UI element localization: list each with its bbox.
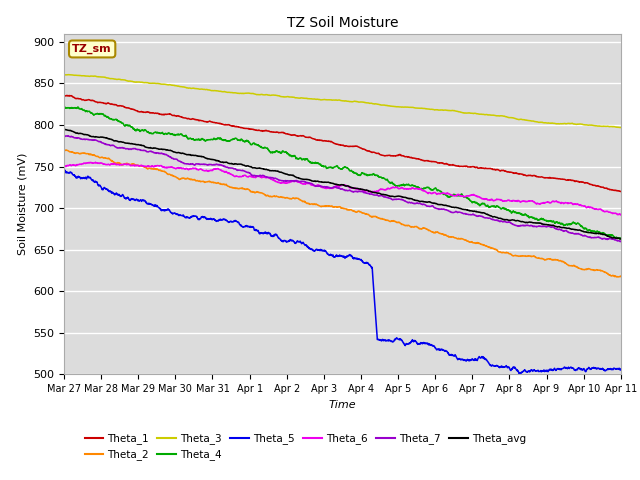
Theta_avg xyxy=(617,236,625,242)
Legend: Theta_1, Theta_2, Theta_3, Theta_4, Theta_5, Theta_6, Theta_7, Theta_avg: Theta_1, Theta_2, Theta_3, Theta_4, Thet… xyxy=(81,429,530,465)
Theta_1 xyxy=(60,93,68,99)
Theta_4 xyxy=(568,221,575,227)
Theta_avg xyxy=(583,229,591,235)
Theta_2 xyxy=(358,210,366,216)
Theta_7 xyxy=(371,192,379,198)
Theta_3 xyxy=(568,120,575,126)
Theta_4 xyxy=(617,235,625,241)
Theta_7 xyxy=(584,234,591,240)
Theta_1 xyxy=(617,189,625,194)
Theta_6 xyxy=(359,187,367,192)
Theta_6 xyxy=(60,163,68,168)
Theta_4 xyxy=(216,136,223,142)
Theta_7 xyxy=(359,189,367,194)
Line: Theta_5: Theta_5 xyxy=(64,170,621,374)
Theta_2 xyxy=(216,180,223,186)
Theta_3 xyxy=(60,72,68,78)
Theta_4 xyxy=(61,104,68,109)
Theta_2 xyxy=(617,274,625,279)
Line: Theta_3: Theta_3 xyxy=(64,75,621,128)
Theta_1 xyxy=(216,120,223,126)
Theta_4 xyxy=(60,104,68,109)
Theta_4 xyxy=(371,172,379,178)
Theta_1 xyxy=(63,93,70,98)
Theta_2 xyxy=(614,274,622,280)
Line: Theta_2: Theta_2 xyxy=(64,150,621,277)
Theta_5 xyxy=(216,217,223,223)
Theta_5 xyxy=(584,366,591,372)
Theta_1 xyxy=(568,178,575,183)
Theta_4 xyxy=(504,207,512,213)
Theta_7 xyxy=(617,239,625,244)
Title: TZ Soil Moisture: TZ Soil Moisture xyxy=(287,16,398,30)
Theta_3 xyxy=(617,125,625,131)
Theta_3 xyxy=(584,122,591,128)
Theta_1 xyxy=(584,180,591,186)
Theta_avg xyxy=(568,227,575,232)
Theta_3 xyxy=(66,72,74,78)
Theta_7 xyxy=(616,239,624,244)
Theta_7 xyxy=(504,219,512,225)
Theta_avg xyxy=(216,158,223,164)
Theta_1 xyxy=(359,146,367,152)
Theta_6 xyxy=(568,200,575,206)
Theta_3 xyxy=(359,99,367,105)
Theta_6 xyxy=(584,204,591,210)
Theta_avg xyxy=(371,190,378,195)
Theta_7 xyxy=(216,162,223,168)
Y-axis label: Soil Moisture (mV): Soil Moisture (mV) xyxy=(17,153,28,255)
Theta_5 xyxy=(371,301,379,307)
Theta_6 xyxy=(617,212,625,218)
Line: Theta_1: Theta_1 xyxy=(64,96,621,192)
Theta_5 xyxy=(515,371,523,377)
Theta_6 xyxy=(504,197,512,203)
Theta_5 xyxy=(60,167,68,173)
Theta_6 xyxy=(371,189,379,194)
X-axis label: Time: Time xyxy=(328,400,356,409)
Line: Theta_4: Theta_4 xyxy=(64,107,621,240)
Theta_4 xyxy=(584,228,591,233)
Theta_7 xyxy=(568,230,575,236)
Theta_avg xyxy=(358,187,366,192)
Theta_2 xyxy=(504,250,512,256)
Theta_3 xyxy=(504,115,512,120)
Theta_avg xyxy=(504,217,512,223)
Line: Theta_7: Theta_7 xyxy=(64,136,621,241)
Theta_1 xyxy=(504,169,512,175)
Theta_2 xyxy=(60,147,68,153)
Theta_5 xyxy=(568,365,576,371)
Theta_avg xyxy=(60,126,68,132)
Theta_5 xyxy=(359,259,367,264)
Theta_4 xyxy=(616,237,624,242)
Line: Theta_6: Theta_6 xyxy=(64,162,621,215)
Theta_7 xyxy=(64,133,72,139)
Theta_5 xyxy=(617,367,625,372)
Theta_3 xyxy=(371,101,379,107)
Text: TZ_sm: TZ_sm xyxy=(72,44,112,54)
Theta_2 xyxy=(371,214,378,219)
Theta_5 xyxy=(504,364,512,370)
Theta_3 xyxy=(216,88,223,94)
Theta_5 xyxy=(61,167,68,173)
Theta_1 xyxy=(371,150,379,156)
Theta_2 xyxy=(568,263,575,268)
Theta_4 xyxy=(359,170,367,176)
Theta_2 xyxy=(583,266,591,272)
Theta_6 xyxy=(216,167,223,172)
Theta_7 xyxy=(60,133,68,139)
Theta_6 xyxy=(92,159,99,165)
Line: Theta_avg: Theta_avg xyxy=(64,129,621,239)
